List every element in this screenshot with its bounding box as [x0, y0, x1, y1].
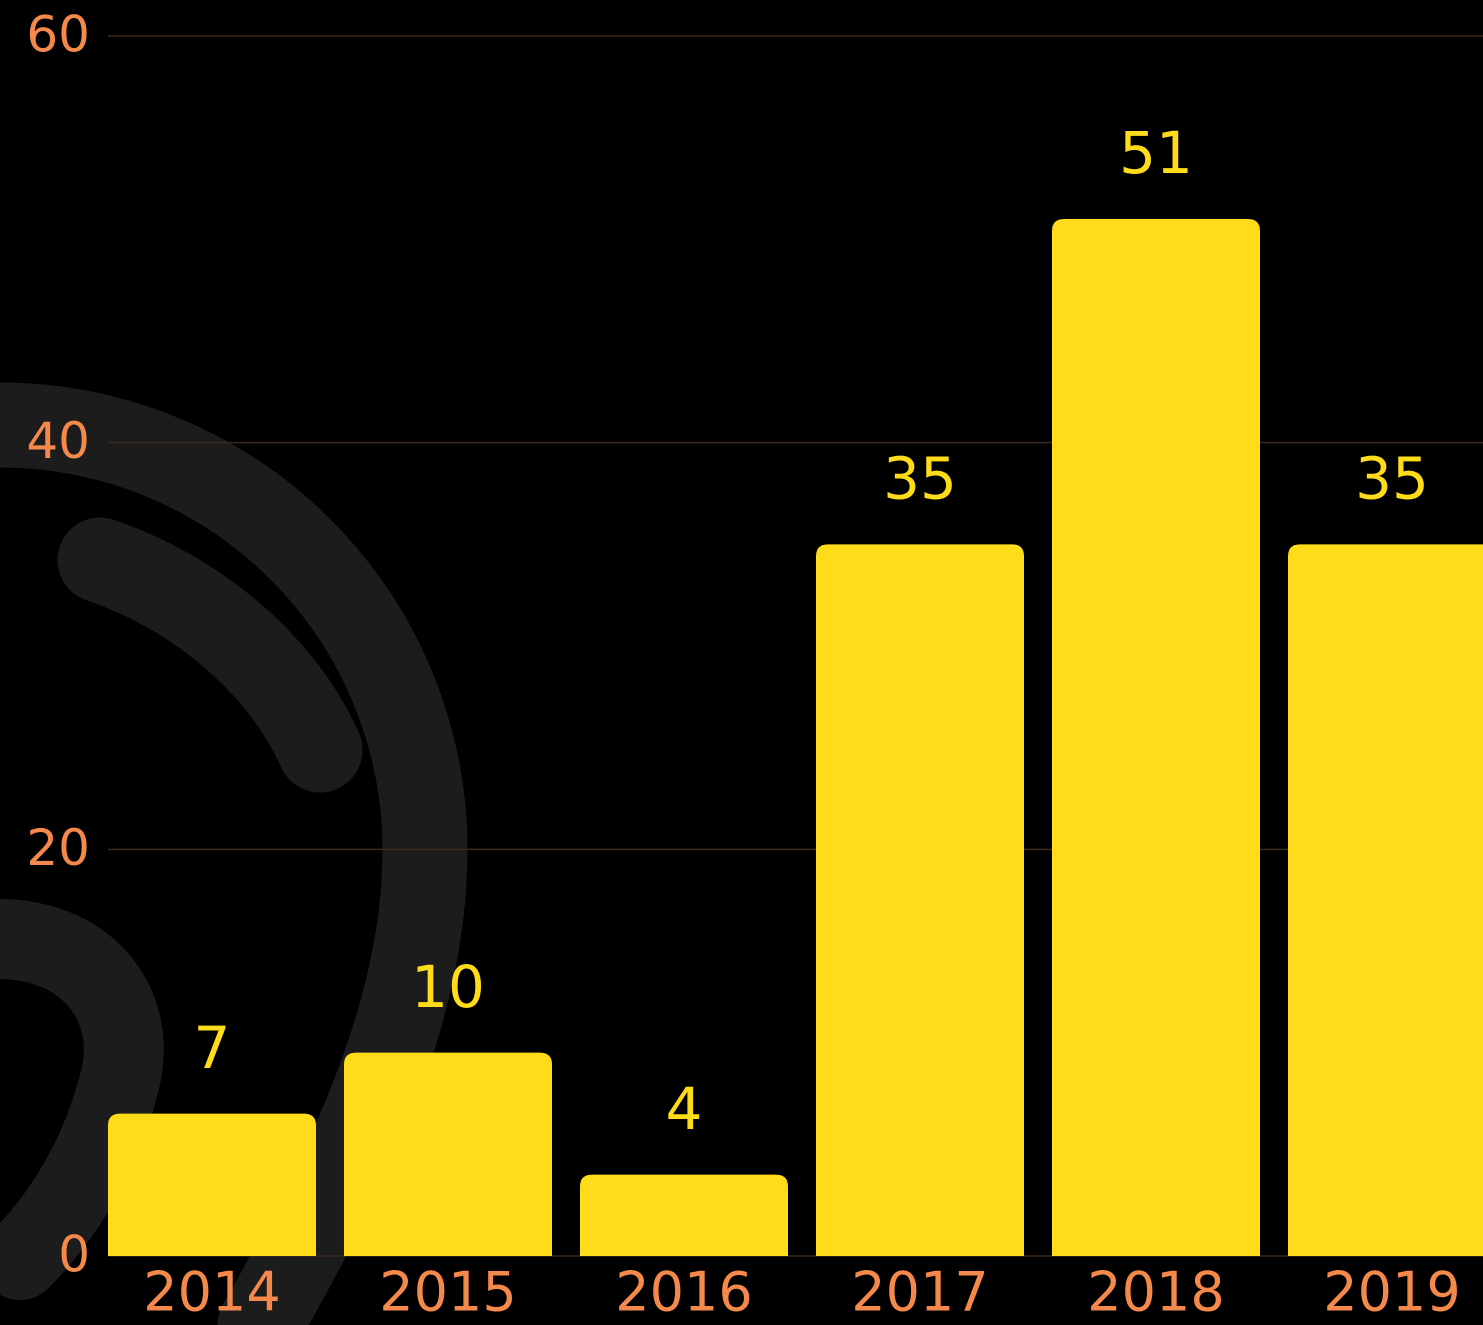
- chart: 0 20 40 60 7 2014 10 2015 4 2016 35 2017 51 2018 35 20…: [0, 0, 1483, 1325]
- value-label: 51: [1119, 119, 1193, 187]
- value-label: 7: [194, 1014, 231, 1082]
- y-tick-label: 40: [26, 412, 90, 470]
- x-tick-label: 2015: [379, 1261, 516, 1324]
- value-label: 4: [666, 1075, 703, 1143]
- y-tick-label: 0: [58, 1226, 90, 1284]
- bar: [1288, 544, 1483, 1256]
- x-tick-label: 2018: [1087, 1261, 1224, 1324]
- value-label: 35: [1355, 444, 1429, 512]
- x-tick-label: 2016: [615, 1261, 752, 1324]
- x-tick-label: 2014: [143, 1261, 280, 1324]
- x-tick-label: 2019: [1323, 1261, 1460, 1324]
- bar: [344, 1053, 552, 1256]
- bar: [108, 1114, 316, 1256]
- y-tick-label: 20: [26, 819, 90, 877]
- y-tick-label: 60: [26, 6, 90, 64]
- bar: [816, 544, 1024, 1256]
- value-label: 10: [411, 953, 485, 1021]
- bar: [580, 1175, 788, 1256]
- x-tick-label: 2017: [851, 1261, 988, 1324]
- bar: [1052, 219, 1260, 1256]
- value-label: 35: [883, 444, 957, 512]
